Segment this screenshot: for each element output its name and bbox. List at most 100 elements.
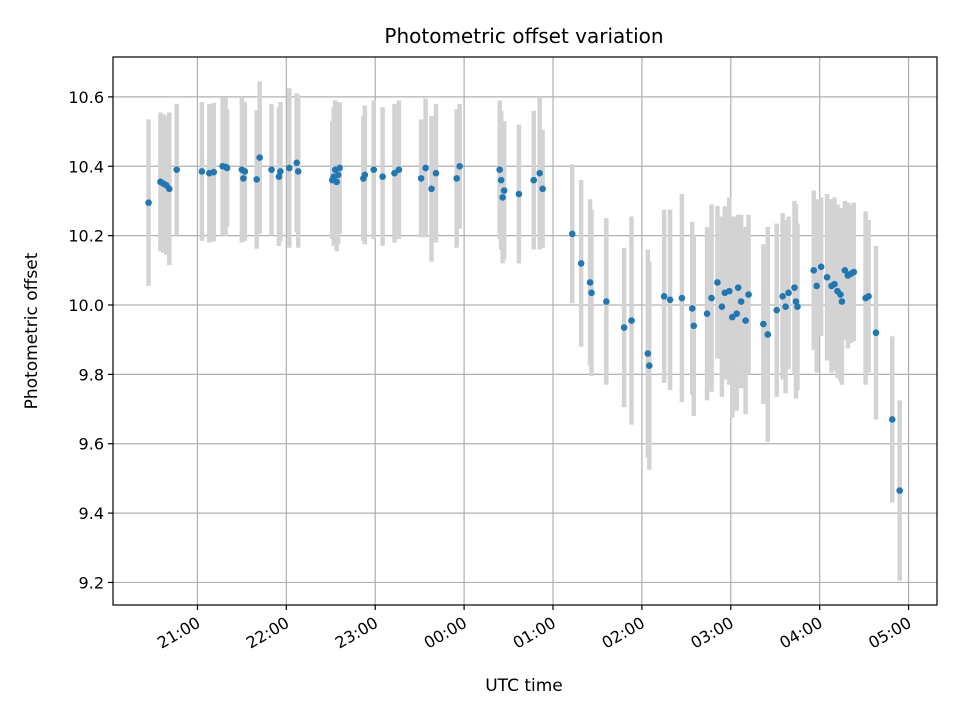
data-point: [725, 287, 733, 295]
data-point: [294, 168, 302, 175]
data-point: [422, 164, 429, 172]
data-point: [690, 322, 698, 330]
data-point: [734, 284, 742, 291]
data-point: [496, 166, 503, 174]
data-point: [539, 185, 546, 193]
data-point: [391, 169, 398, 177]
data-point: [785, 289, 792, 297]
data-point: [253, 176, 261, 183]
data-point: [620, 324, 628, 331]
data-point: [728, 313, 736, 321]
data-point: [850, 268, 858, 276]
y-tick-label: 9.2: [79, 573, 104, 592]
data-point: [499, 194, 506, 201]
data-point: [764, 331, 772, 338]
data-point: [379, 173, 386, 180]
data-point: [841, 267, 849, 274]
data-point: [838, 298, 846, 305]
data-point: [395, 166, 403, 174]
y-tick-label: 9.6: [79, 435, 104, 454]
data-point: [645, 362, 653, 369]
data-point: [628, 317, 635, 324]
data-point: [515, 190, 523, 198]
data-point: [773, 306, 781, 314]
chart-title: Photometric offset variation: [384, 24, 663, 48]
data-point: [173, 166, 181, 174]
data-point: [577, 260, 585, 267]
data-point: [497, 176, 505, 184]
x-tick-label: 04:00: [776, 613, 825, 653]
data-point: [831, 280, 838, 288]
plot-frame: [112, 56, 938, 606]
data-point: [241, 168, 249, 175]
data-point: [782, 303, 789, 311]
data-point: [703, 310, 711, 317]
data-points: [145, 154, 903, 494]
data-point: [666, 296, 674, 304]
data-point: [794, 303, 801, 311]
data-point: [813, 282, 821, 290]
data-point: [334, 171, 342, 179]
data-point: [456, 162, 463, 170]
data-point: [779, 293, 786, 300]
data-point: [417, 175, 425, 182]
data-point: [603, 298, 610, 305]
data-point: [277, 168, 284, 175]
data-point: [791, 284, 798, 291]
x-tick-label: 05:00: [865, 613, 914, 653]
y-tick-label: 10.6: [68, 88, 104, 107]
x-tick-label: 03:00: [687, 613, 736, 653]
data-point: [285, 164, 293, 172]
data-point: [223, 164, 231, 172]
data-point: [586, 279, 594, 286]
x-tick-label: 01:00: [510, 613, 559, 653]
data-point: [336, 164, 343, 172]
x-tick-label: 22:00: [243, 613, 292, 653]
data-point: [714, 279, 721, 286]
x-tick-label: 00:00: [421, 613, 470, 653]
data-point: [792, 298, 800, 305]
data-point: [500, 187, 508, 194]
data-point: [718, 303, 726, 311]
y-axis-ticks: 9.2 9.4 9.6 9.8 10.0 10.2 10.4 10.6: [68, 88, 113, 592]
data-point: [760, 320, 767, 328]
data-point: [817, 263, 825, 271]
data-point: [198, 168, 206, 175]
y-tick-label: 10.0: [68, 296, 104, 315]
data-point: [165, 185, 173, 193]
data-point: [588, 289, 595, 297]
data-point: [708, 294, 715, 302]
y-tick-label: 10.2: [68, 227, 104, 246]
data-point: [333, 178, 341, 186]
data-point: [896, 487, 903, 494]
data-point: [453, 175, 461, 182]
data-point: [733, 310, 741, 317]
y-axis-label: Photometric offset: [22, 252, 42, 409]
x-axis-label: UTC time: [485, 676, 563, 696]
data-point: [688, 305, 696, 312]
y-tick-label: 10.4: [68, 157, 104, 176]
x-tick-label: 21:00: [154, 613, 203, 653]
y-tick-label: 9.4: [79, 504, 104, 523]
data-point: [837, 291, 844, 298]
x-tick-label: 23:00: [332, 613, 381, 653]
data-point: [275, 173, 283, 180]
data-point: [145, 199, 152, 206]
y-tick-label: 9.8: [79, 365, 104, 384]
data-point: [432, 169, 440, 177]
data-point: [210, 168, 218, 176]
data-point: [823, 273, 831, 281]
data-point: [737, 298, 745, 305]
data-point: [745, 291, 752, 298]
data-point: [370, 166, 378, 174]
data-point: [888, 416, 896, 423]
data-point: [678, 294, 686, 302]
x-axis-ticks: 21:00 22:00 23:00 00:00 01:00 02:00 03:00 04:00…: [154, 605, 915, 653]
data-point: [256, 154, 263, 161]
x-tick-label: 02:00: [598, 613, 647, 653]
data-point: [865, 293, 872, 300]
data-point: [742, 317, 749, 324]
data-point: [240, 175, 247, 182]
data-point: [293, 159, 301, 167]
